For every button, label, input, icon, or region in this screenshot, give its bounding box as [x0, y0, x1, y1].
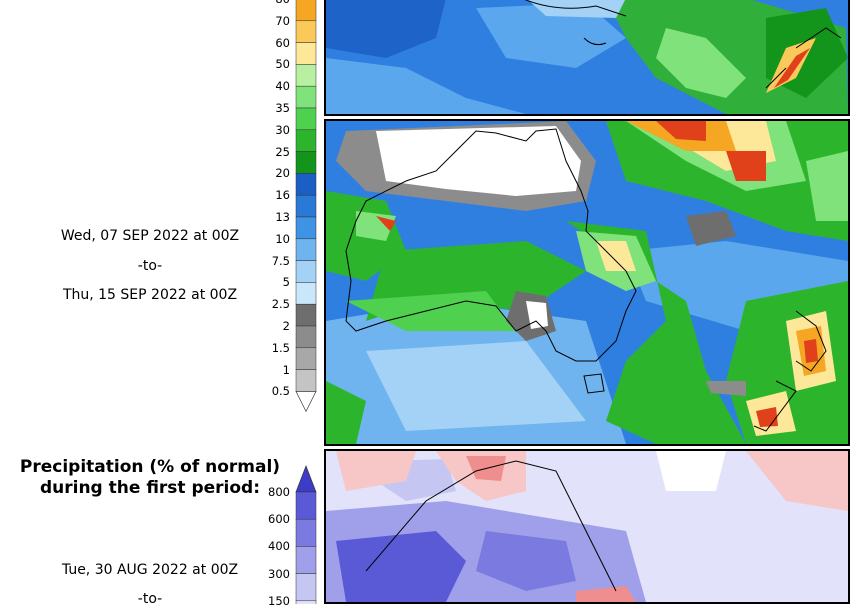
precip-color-bin: [295, 325, 317, 349]
percent-normal-map: [324, 449, 850, 604]
period-1-separator: -to-: [137, 591, 163, 607]
precip-color-bar: [295, 0, 317, 413]
precip-color-bin: [295, 347, 317, 370]
precip-tick-label: 5: [282, 275, 290, 290]
precip-tick-label: 16: [275, 188, 290, 203]
precip-tick-label: 1: [282, 362, 290, 377]
precip-tick-label: 25: [275, 144, 290, 159]
percent-scale-max-arrow: [295, 465, 317, 493]
precip-map-first-period: [324, 0, 850, 116]
precip-tick-label: 35: [275, 101, 290, 115]
percent-color-scale: [295, 464, 317, 608]
precip-color-bin: [295, 303, 317, 327]
percent-color-bin: [295, 518, 317, 547]
precip-color-bin: [295, 369, 317, 392]
precip-color-bin: [295, 85, 317, 109]
percent-heading-line2: during the first period:: [39, 478, 261, 498]
precip-color-bin: [295, 107, 317, 131]
percent-heading-line1: Precipitation (% of normal): [19, 457, 281, 477]
precip-tick-label: 10: [275, 231, 290, 246]
precip-tick-label: 7.5: [271, 253, 290, 268]
percent-color-bin: [295, 491, 317, 520]
percent-tick-label: 300: [268, 566, 290, 581]
period-2-start: Wed, 07 SEP 2022 at 00Z: [60, 228, 240, 244]
precip-tick-label: 50: [275, 57, 290, 72]
percent-tick-label: 800: [268, 485, 290, 499]
precip-tick-label: 60: [275, 35, 290, 50]
precip-tick-label: 0.5: [271, 384, 290, 399]
precip-color-bin: [295, 173, 317, 196]
precip-color-bin: [295, 151, 317, 174]
precip-tick-label: 70: [275, 13, 290, 28]
precip-color-bin: [295, 20, 317, 43]
precip-scale-min-arrow: [295, 391, 317, 413]
period-1-start: Tue, 30 AUG 2022 at 00Z: [61, 562, 239, 578]
period-2-end: Thu, 15 SEP 2022 at 00Z: [62, 287, 238, 303]
precip-color-bin: [295, 42, 317, 65]
precip-tick-label: 1.5: [271, 340, 290, 355]
precip-tick-label: 13: [275, 210, 290, 224]
precip-map-second-period: [324, 119, 850, 446]
precip-color-bin: [295, 129, 317, 152]
precip-tick-label: 40: [275, 79, 290, 94]
percent-color-bar: [295, 465, 317, 608]
precip-tick-label: 2: [282, 319, 290, 333]
precip-color-bin: [295, 64, 317, 87]
period-2-separator: -to-: [137, 258, 163, 274]
precip-tick-label: 80: [250, 0, 290, 6]
precip-tick-label: 2.5: [271, 297, 290, 312]
precip-color-bin: [295, 0, 317, 22]
precip-tick-label: 30: [275, 122, 290, 137]
percent-tick-label: 600: [268, 512, 290, 527]
precip-tick-label: 20: [275, 166, 290, 181]
precip-color-bin: [295, 194, 317, 218]
percent-tick-label: 400: [268, 539, 290, 554]
precip-color-scale: [295, 0, 317, 420]
